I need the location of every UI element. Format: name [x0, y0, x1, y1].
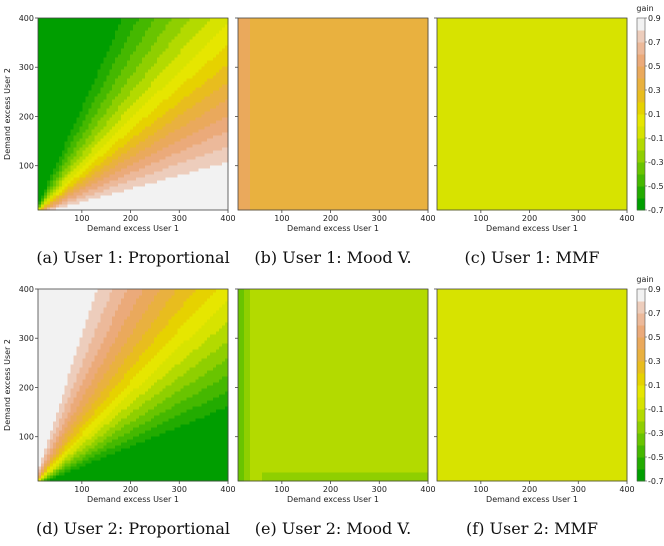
panel-caption: (a) User 1: Proportional	[36, 248, 229, 267]
x-tick-label: 100	[74, 214, 89, 223]
y-tick-label: 200	[19, 112, 34, 121]
panel-b: 100 200 300 400Demand excess User 1(b) User…	[235, 18, 436, 267]
x-axis-label: Demand excess User 1	[87, 224, 179, 233]
x-tick-label: 400	[220, 214, 235, 223]
x-tick-label: 200	[123, 214, 138, 223]
x-tick-label: 300	[172, 214, 187, 223]
y-tick-label: 300	[19, 63, 34, 72]
y-tick-label: 100	[19, 162, 34, 171]
y-axis-label: Demand excess User 2	[3, 68, 12, 160]
y-tick-label: 400	[19, 14, 34, 23]
